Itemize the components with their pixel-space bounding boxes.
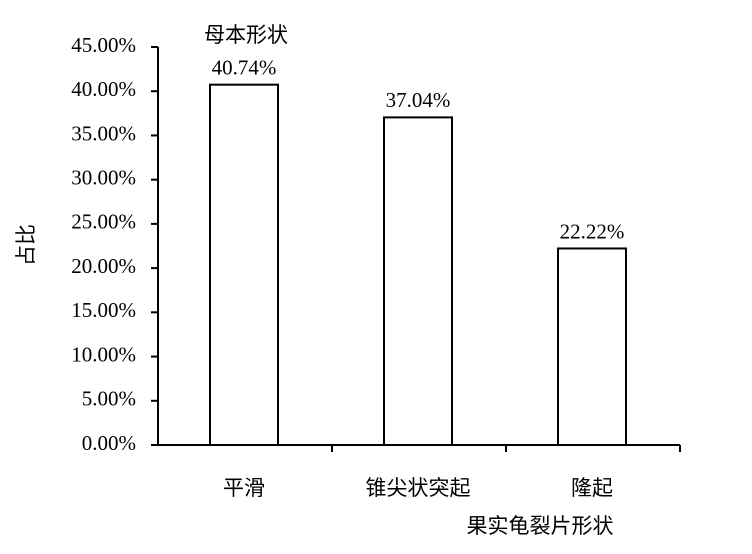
value-label: 37.04% [386, 88, 451, 112]
x-tick-label: 锥尖状突起 [366, 476, 471, 500]
y-tick-label: 35.00% [71, 121, 136, 145]
y-tick-label: 0.00% [82, 431, 136, 455]
y-tick-label: 30.00% [71, 165, 136, 189]
y-tick-label: 10.00% [71, 342, 136, 366]
y-tick-label: 45.00% [71, 33, 136, 57]
y-tick-label: 5.00% [82, 387, 136, 411]
y-axis-label: 占比 [14, 224, 38, 266]
x-tick-label: 隆起 [571, 476, 613, 500]
bar [383, 116, 453, 447]
y-tick-label: 20.00% [71, 254, 136, 278]
value-label: 40.74% [212, 55, 277, 79]
y-tick-label: 25.00% [71, 210, 136, 234]
x-axis-label: 果实龟裂片形状 [467, 514, 614, 538]
x-tick-label: 平滑 [223, 476, 265, 500]
y-tick-label: 15.00% [71, 298, 136, 322]
bar [209, 83, 279, 446]
y-tick-label: 40.00% [71, 77, 136, 101]
value-label: 22.22% [560, 219, 625, 243]
bar [557, 247, 627, 446]
chart-title: 母本形状 [204, 23, 288, 47]
